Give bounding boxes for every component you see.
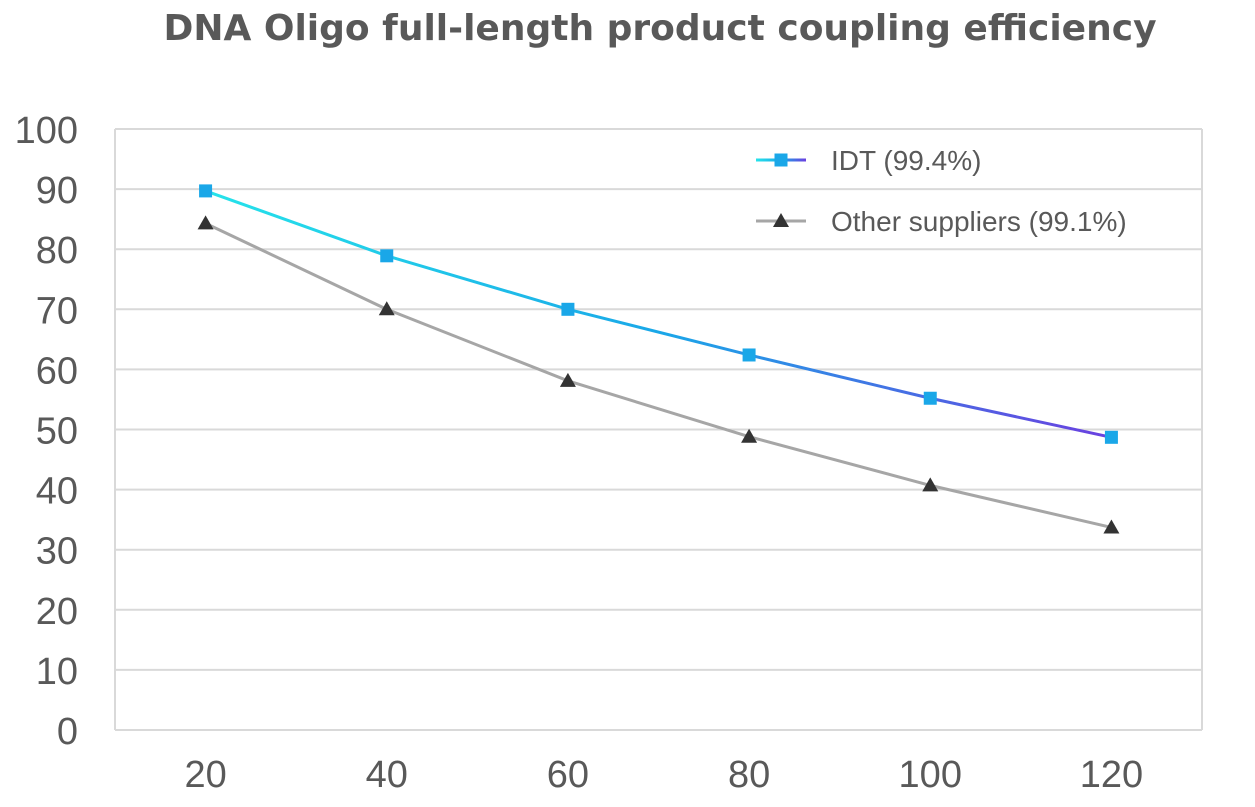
data-point-triangle (741, 428, 758, 443)
data-point-triangle (559, 372, 576, 387)
y-tick-label: 60 (36, 350, 78, 392)
legend: IDT (99.4%) Other suppliers (99.1%) (756, 145, 1127, 237)
x-tick-label: 100 (899, 754, 962, 796)
plot-area (114, 128, 1203, 731)
y-tick-label: 90 (36, 170, 78, 212)
legend-marker-square (774, 153, 788, 167)
y-tick-label: 10 (36, 651, 78, 693)
data-point-triangle (378, 301, 395, 316)
legend-label: IDT (99.4%) (831, 145, 981, 176)
data-point-triangle (1103, 519, 1120, 534)
x-tick-label: 40 (366, 754, 408, 796)
data-point-triangle (922, 477, 939, 492)
y-tick-label: 100 (15, 110, 78, 152)
data-point-square (380, 249, 394, 263)
data-point-square (1104, 430, 1118, 444)
y-tick-label: 20 (36, 591, 78, 633)
series-layer (197, 184, 1120, 534)
series-line (205, 189, 1112, 439)
y-tick-label: 30 (36, 531, 78, 573)
series-idt (199, 184, 1118, 444)
x-tick-label: 120 (1080, 754, 1143, 796)
y-axis: 0 10 20 30 40 50 60 70 80 90 100 (15, 110, 78, 753)
data-point-square (742, 348, 756, 362)
data-point-square (199, 184, 213, 198)
series-other-suppliers (197, 215, 1120, 534)
x-axis: 20 40 60 80 100 120 (184, 754, 1143, 796)
y-tick-label: 0 (57, 711, 78, 753)
x-tick-label: 60 (547, 754, 589, 796)
data-point-square (923, 391, 937, 405)
legend-label: Other suppliers (99.1%) (831, 206, 1127, 237)
legend-item: Other suppliers (99.1%) (756, 206, 1127, 237)
data-point-square (561, 302, 575, 316)
y-tick-label: 70 (36, 290, 78, 332)
series-line (204, 222, 1112, 529)
x-tick-label: 80 (728, 754, 770, 796)
x-tick-label: 20 (184, 754, 226, 796)
y-tick-label: 80 (36, 230, 78, 272)
chart-title: DNA Oligo full-length product coupling e… (163, 8, 1157, 49)
data-point-triangle (197, 215, 214, 230)
y-tick-label: 40 (36, 471, 78, 513)
legend-item: IDT (99.4%) (756, 145, 981, 176)
y-tick-label: 50 (36, 411, 78, 453)
legend-marker-triangle (773, 213, 789, 227)
